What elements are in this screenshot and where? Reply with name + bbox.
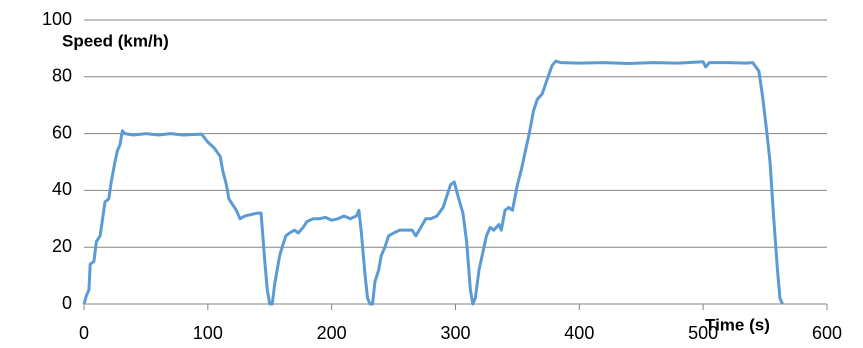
y-tick-label: 40 bbox=[52, 179, 72, 199]
line-series bbox=[82, 59, 784, 306]
y-tick-label: 0 bbox=[62, 293, 72, 313]
x-tick-label: 200 bbox=[317, 323, 347, 343]
y-tick-label: 20 bbox=[52, 236, 72, 256]
y-tick-label: 60 bbox=[52, 122, 72, 142]
y-axis-title: Speed (km/h) bbox=[62, 31, 169, 50]
x-tick-label: 0 bbox=[79, 323, 89, 343]
x-tick-label: 400 bbox=[564, 323, 594, 343]
x-tick-label: 100 bbox=[193, 323, 223, 343]
x-tick-label: 300 bbox=[440, 323, 470, 343]
y-tick-label: 80 bbox=[52, 66, 72, 86]
x-tick-label: 600 bbox=[812, 323, 842, 343]
y-tick-label: 100 bbox=[42, 9, 72, 29]
x-tick-label: 500 bbox=[688, 323, 718, 343]
x-axis-title: Time (s) bbox=[705, 315, 770, 334]
